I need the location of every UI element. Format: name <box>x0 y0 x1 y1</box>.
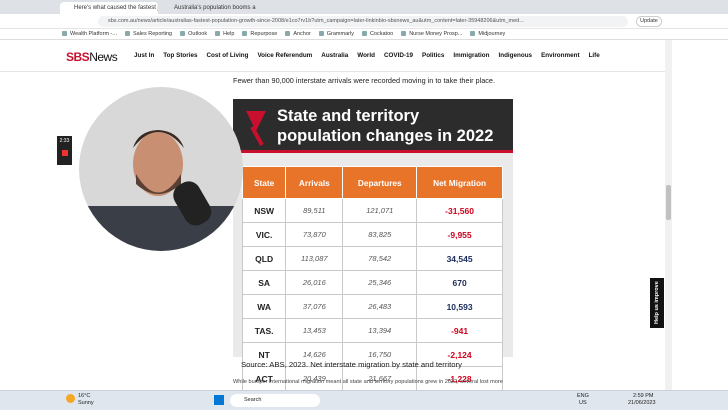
nav-link[interactable]: Environment <box>541 52 580 59</box>
header-cell: Departures <box>342 166 418 199</box>
cell: 21,667 <box>342 366 418 391</box>
cell: QLD <box>241 246 287 271</box>
cell: 73,870 <box>285 222 344 247</box>
source: Source: ABS, 2023. Net interstate migrat… <box>241 360 462 369</box>
nav-link[interactable]: Indigenous <box>498 52 533 59</box>
nav: Just In Top Stories Cost of Living Voice Re… <box>134 52 600 59</box>
cell: 89,511 <box>285 198 344 223</box>
cell: -941 <box>416 318 503 343</box>
paragraph: While bumper international migration mea… <box>233 379 503 385</box>
cell: WA <box>241 294 287 319</box>
bookmark[interactable]: Repurpose <box>242 29 277 39</box>
header-cell: Net Migration <box>416 166 503 199</box>
nav-link[interactable]: Politics <box>422 52 445 59</box>
timer: 2:33 <box>57 136 72 165</box>
cell: 37,076 <box>285 294 344 319</box>
nav-link[interactable]: Just In <box>134 52 155 59</box>
timer-text: 2:33 <box>59 138 70 144</box>
feedback-tab[interactable]: Help us improve <box>650 278 664 328</box>
cell: TAS. <box>241 318 287 343</box>
table-row: SA 26,016 25,346 670 <box>241 270 503 295</box>
weather-desc: Sunny <box>78 400 94 406</box>
bookmark[interactable]: Outlook <box>180 29 207 39</box>
weather-icon <box>66 394 75 403</box>
cell: -31,560 <box>416 198 503 223</box>
header-cell: Arrivals <box>285 166 344 199</box>
start-button[interactable] <box>214 395 224 405</box>
logo-sbs: SBS <box>66 50 90 64</box>
table-row: NSW 89,511 121,071 -31,560 <box>241 198 503 223</box>
logo-mark <box>246 111 266 146</box>
bookmark[interactable]: Grammarly <box>319 29 354 39</box>
cell: 78,542 <box>342 246 418 271</box>
table-row: ACT 20,439 21,667 -1,228 <box>241 366 503 391</box>
scroll-thumb[interactable] <box>666 185 671 220</box>
logo-news: News <box>89 50 118 64</box>
bookmark[interactable]: Anchor <box>285 29 310 39</box>
cell: SA <box>241 270 287 295</box>
cell: 34,545 <box>416 246 503 271</box>
table-row: QLD 113,087 78,542 34,545 <box>241 246 503 271</box>
cell: -2,124 <box>416 342 503 367</box>
table-row: WA 37,076 26,483 10,593 <box>241 294 503 319</box>
cell: 670 <box>416 270 503 295</box>
table-row: TAS. 13,453 13,394 -941 <box>241 318 503 343</box>
table: State Arrivals Departures Net Migration NSW 8… <box>241 166 503 391</box>
bookmark[interactable]: Cockatoo <box>362 29 393 39</box>
cell: NT <box>241 342 287 367</box>
infographic-title: State and territory population changes i… <box>277 107 494 145</box>
cell: 121,071 <box>342 198 418 223</box>
nav-link[interactable]: COVID-19 <box>383 52 414 59</box>
language[interactable]: ENG <box>577 393 589 399</box>
site-header <box>0 40 665 72</box>
cell: 25,346 <box>342 270 418 295</box>
cell: 26,016 <box>285 270 344 295</box>
clock-time[interactable]: 2:59 PM <box>633 393 654 399</box>
nav-link[interactable]: Australia <box>321 52 349 59</box>
update-button[interactable]: Update <box>636 16 662 27</box>
cell: ACT <box>241 366 287 391</box>
nav-link[interactable]: Life <box>588 52 600 59</box>
cell: -1,228 <box>416 366 503 391</box>
cell: 13,394 <box>342 318 418 343</box>
nav-link[interactable]: Cost of Living <box>206 52 249 59</box>
bookmark[interactable]: Sales Reporting <box>125 29 172 39</box>
nav-link[interactable]: World <box>357 52 375 59</box>
cell: 20,439 <box>285 366 344 391</box>
cell: NSW <box>241 198 287 223</box>
taskbar: 16°C Sunny Search ENG US 2:59 PM 21/06/2… <box>0 390 728 410</box>
tab-bar: Here's what caused the fastest j Austral… <box>0 0 728 14</box>
cell: 13,453 <box>285 318 344 343</box>
nav-link[interactable]: Top Stories <box>163 52 198 59</box>
bookmark[interactable]: Wealth Platform -... <box>62 29 117 39</box>
logo[interactable]: SBSNews <box>66 50 118 64</box>
record-icon[interactable] <box>61 150 68 156</box>
weather-temp: 16°C <box>78 393 91 399</box>
clock-date[interactable]: 21/06/2023 <box>628 400 656 406</box>
infographic-header <box>233 99 513 153</box>
url-field[interactable]: sbs.com.au/news/article/australias-faste… <box>98 16 628 27</box>
bookmark[interactable]: Help <box>215 29 234 39</box>
bookmarks-bar: Wealth Platform -... Sales Reporting Outlo… <box>0 29 728 40</box>
search-box[interactable]: Search <box>230 394 320 407</box>
tab[interactable]: Here's what caused the fastest j <box>60 2 158 14</box>
cell: 113,087 <box>285 246 344 271</box>
bookmark[interactable]: Nurse Money Prosp... <box>401 29 462 39</box>
paragraph: Fewer than 90,000 interstate arrivals we… <box>233 76 496 85</box>
cell: 10,593 <box>416 294 503 319</box>
nav-link[interactable]: Immigration <box>453 52 490 59</box>
cell: 26,483 <box>342 294 418 319</box>
nav-link[interactable]: Voice Referendum <box>257 52 313 59</box>
cell: VIC. <box>241 222 287 247</box>
bookmark[interactable]: Midjourney <box>470 29 505 39</box>
table-row: VIC. 73,870 83,825 -9,955 <box>241 222 503 247</box>
cell: -9,955 <box>416 222 503 247</box>
cell: 83,825 <box>342 222 418 247</box>
language[interactable]: US <box>579 400 587 406</box>
tab[interactable]: Australia's population booms a <box>174 5 256 11</box>
header-cell: State <box>241 166 287 199</box>
video-overlay[interactable] <box>78 86 244 252</box>
